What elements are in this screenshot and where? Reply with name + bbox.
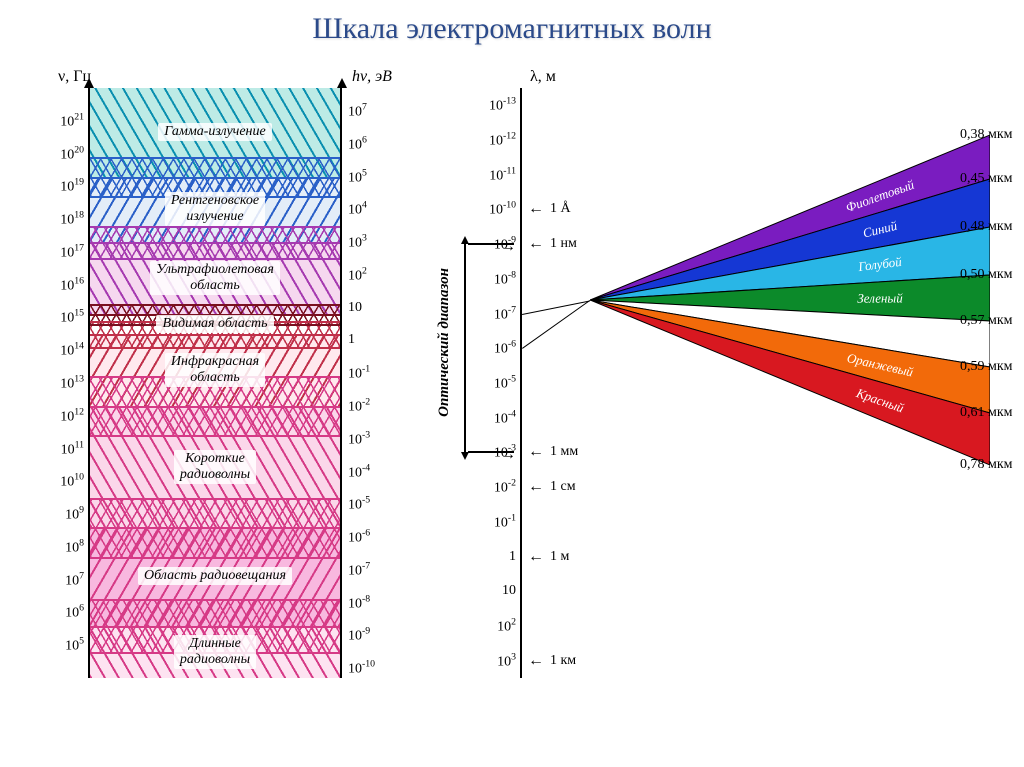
wavelength-tick: 102 xyxy=(480,617,516,636)
wavelength-tick: 10-1 xyxy=(480,512,516,531)
spectrum-band-label: Инфракрасная область xyxy=(165,353,265,387)
frequency-tick: 1013 xyxy=(48,374,84,393)
wavelength-tick: 10-5 xyxy=(480,374,516,393)
band-separator xyxy=(90,557,340,559)
spectrum-column: Гамма-излучение Рентгеновское излучение Ул… xyxy=(90,88,342,678)
energy-axis-label: hν, эВ xyxy=(352,68,392,86)
wavelength-mark: 1 м xyxy=(528,548,569,566)
visible-wavelength: 0,61 мкм xyxy=(960,405,1013,421)
frequency-tick: 1010 xyxy=(48,472,84,491)
energy-tick: 102 xyxy=(348,266,367,285)
wavelength-mark: 1 мм xyxy=(528,443,578,461)
wavelength-tick: 10-13 xyxy=(480,96,516,115)
energy-tick: 1 xyxy=(348,332,355,348)
frequency-tick: 1020 xyxy=(48,144,84,163)
wavelength-axis-label: λ, м xyxy=(530,68,556,86)
energy-tick: 104 xyxy=(348,200,367,219)
frequency-tick: 1019 xyxy=(48,177,84,196)
visible-wavelength: 0,78 мкм xyxy=(960,457,1013,473)
page-title: Шкала электромагнитных волн xyxy=(0,12,1024,46)
frequency-tick: 107 xyxy=(48,570,84,589)
visible-wavelength: 0,48 мкм xyxy=(960,219,1013,235)
spectrum-band-label: Ультрафиолетовая область xyxy=(150,261,280,295)
wavelength-tick: 103 xyxy=(480,651,516,670)
frequency-tick: 1014 xyxy=(48,341,84,360)
energy-tick: 10-3 xyxy=(348,429,370,448)
spectrum-band-label: Гамма-излучение xyxy=(158,123,271,141)
frequency-tick: 106 xyxy=(48,603,84,622)
band-separator xyxy=(90,626,340,628)
spectrum-band-label: Видимая область xyxy=(156,315,273,333)
band-separator xyxy=(90,304,340,306)
spectrum-band-label: Длинные радиоволны xyxy=(174,635,256,669)
wavelength-tick: 10-10 xyxy=(480,200,516,219)
wavelength-mark: 1 Å xyxy=(528,200,571,218)
energy-tick: 10-1 xyxy=(348,364,370,383)
wavelength-tick: 10-8 xyxy=(480,270,516,289)
band-separator xyxy=(90,157,340,159)
visible-wavelength: 0,57 мкм xyxy=(960,313,1013,329)
wavelength-tick: 10-6 xyxy=(480,339,516,358)
frequency-tick: 1011 xyxy=(48,439,84,458)
band-separator xyxy=(90,242,340,244)
energy-tick: 10-4 xyxy=(348,462,370,481)
optical-boundary-arrow: → xyxy=(468,451,514,453)
energy-tick: 10-6 xyxy=(348,528,370,547)
optical-range-arrow xyxy=(464,244,466,452)
energy-tick: 105 xyxy=(348,167,367,186)
energy-tick: 10-10 xyxy=(348,659,375,678)
wavelength-mark: 1 нм xyxy=(528,235,577,253)
wavelength-tick: 10-2 xyxy=(480,478,516,497)
frequency-tick: 105 xyxy=(48,636,84,655)
frequency-tick: 1018 xyxy=(48,210,84,229)
visible-wavelength: 0,38 мкм xyxy=(960,127,1013,143)
wavelength-tick: 10-7 xyxy=(480,304,516,323)
spectrum-band-label: Область радиовещания xyxy=(138,567,292,585)
energy-tick: 10-7 xyxy=(348,561,370,580)
frequency-tick: 109 xyxy=(48,505,84,524)
visible-wavelength: 0,45 мкм xyxy=(960,171,1013,187)
energy-tick: 10-5 xyxy=(348,495,370,514)
frequency-tick: 1015 xyxy=(48,308,84,327)
wavelength-tick: 10 xyxy=(480,583,516,599)
visible-color-label: Зеленый xyxy=(857,290,903,305)
band-separator xyxy=(90,498,340,500)
energy-tick: 10-9 xyxy=(348,626,370,645)
visible-wavelength: 0,59 мкм xyxy=(960,359,1013,375)
band-separator xyxy=(90,347,340,349)
optical-range-label: Оптический диапазон xyxy=(436,268,453,417)
energy-tick: 103 xyxy=(348,233,367,252)
band-separator xyxy=(90,527,340,529)
energy-tick: 10 xyxy=(348,300,362,316)
band-separator xyxy=(90,435,340,437)
frequency-tick: 1021 xyxy=(48,111,84,130)
wavelength-tick: 10-11 xyxy=(480,165,516,184)
frequency-tick: 1016 xyxy=(48,275,84,294)
band-separator xyxy=(90,334,340,336)
band-separator xyxy=(90,177,340,179)
energy-tick: 10-2 xyxy=(348,397,370,416)
frequency-tick: 108 xyxy=(48,538,84,557)
band-separator xyxy=(90,406,340,408)
wavelength-mark: 1 км xyxy=(528,652,576,670)
wavelength-tick: 1 xyxy=(480,549,516,565)
visible-wavelength: 0,50 мкм xyxy=(960,267,1013,283)
band-separator xyxy=(90,599,340,601)
spectrum-band-label: Рентгеновское излучение xyxy=(165,192,265,226)
wavelength-mark: 1 см xyxy=(528,478,576,496)
wavelength-axis xyxy=(520,88,522,678)
frequency-tick: 1012 xyxy=(48,406,84,425)
energy-tick: 10-8 xyxy=(348,593,370,612)
energy-tick: 106 xyxy=(348,134,367,153)
energy-tick: 107 xyxy=(348,102,367,121)
spectrum-band-label: Короткие радиоволны xyxy=(174,450,256,484)
frequency-tick: 1017 xyxy=(48,243,84,262)
wavelength-tick: 10-12 xyxy=(480,131,516,150)
optical-boundary-arrow: → xyxy=(468,243,514,245)
frequency-axis-label: ν, Гц xyxy=(58,68,91,86)
visible-spectrum-fan: ФиолетовыйСинийГолубойЗеленыйЖелтыйОранж… xyxy=(590,135,990,465)
wavelength-tick: 10-4 xyxy=(480,408,516,427)
